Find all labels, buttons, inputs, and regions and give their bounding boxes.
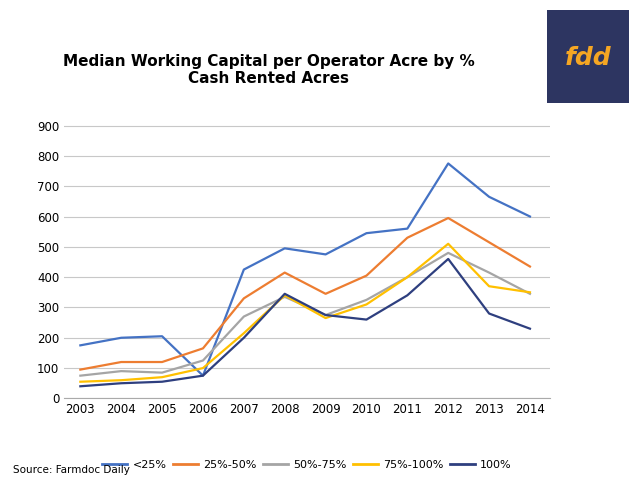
Text: Source: Farmdoc Daily: Source: Farmdoc Daily — [13, 465, 130, 475]
Legend: <25%, 25%-50%, 50%-75%, 75%-100%, 100%: <25%, 25%-50%, 50%-75%, 75%-100%, 100% — [98, 456, 516, 475]
Text: fdd: fdd — [565, 46, 611, 70]
Text: Median Working Capital per Operator Acre by %
Cash Rented Acres: Median Working Capital per Operator Acre… — [63, 54, 475, 86]
